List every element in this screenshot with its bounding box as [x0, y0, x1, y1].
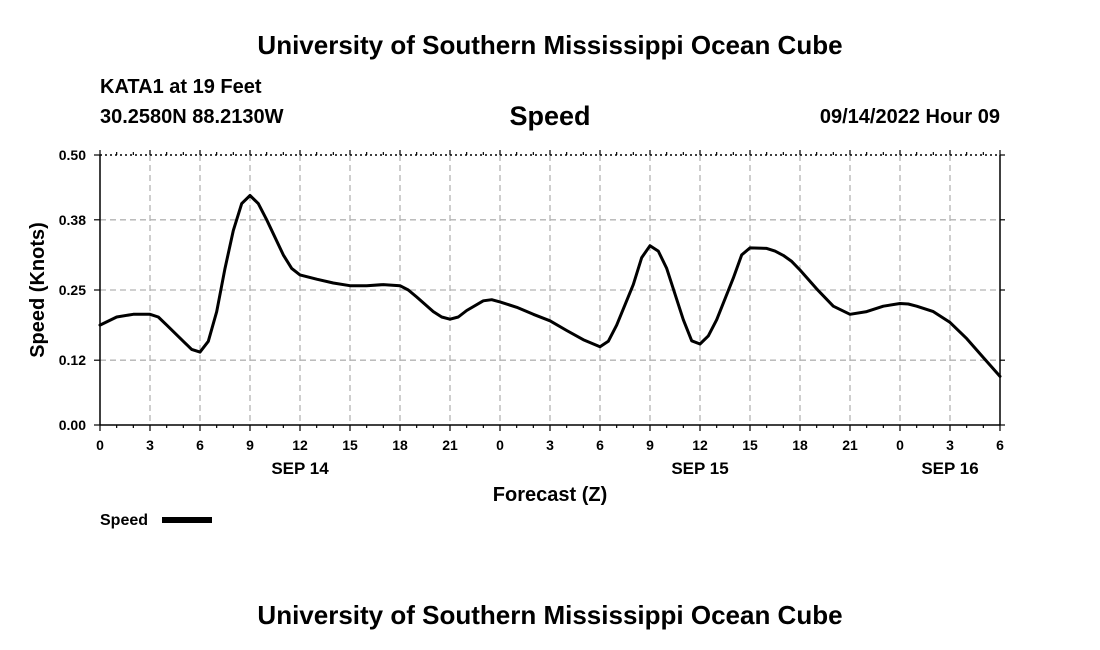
x-tick-label: 18: [792, 437, 808, 453]
x-tick-label: 6: [596, 437, 604, 453]
x-tick-label: 3: [546, 437, 554, 453]
x-tick-label: 3: [946, 437, 954, 453]
legend-label: Speed: [100, 512, 148, 529]
y-tick-label: 0.25: [59, 282, 86, 298]
x-tick-label: 15: [742, 437, 758, 453]
forecast-datetime: 09/14/2022 Hour 09: [819, 106, 1000, 128]
date-label: SEP 16: [921, 459, 978, 478]
x-axis-title: Forecast (Z): [493, 484, 607, 506]
y-tick-label: 0.38: [59, 212, 86, 228]
x-tick-label: 9: [246, 437, 254, 453]
x-tick-label: 0: [496, 437, 504, 453]
date-label: SEP 15: [671, 459, 728, 478]
y-tick-label: 0.00: [59, 417, 86, 433]
y-tick-label: 0.12: [59, 352, 86, 368]
x-tick-label: 21: [842, 437, 858, 453]
x-tick-label: 0: [896, 437, 904, 453]
chart-title: Speed: [509, 101, 591, 131]
x-tick-label: 12: [692, 437, 708, 453]
x-tick-label: 12: [292, 437, 308, 453]
x-tick-label: 15: [342, 437, 358, 453]
station-label: KATA1 at 19 Feet: [100, 76, 262, 98]
y-tick-label: 0.50: [59, 147, 86, 163]
x-tick-label: 3: [146, 437, 154, 453]
x-tick-label: 6: [996, 437, 1004, 453]
x-tick-label: 9: [646, 437, 654, 453]
x-tick-label: 6: [196, 437, 204, 453]
x-tick-label: 21: [442, 437, 458, 453]
x-tick-label: 18: [392, 437, 408, 453]
coordinates-label: 30.2580N 88.2130W: [100, 106, 284, 128]
y-axis-title: Speed (Knots): [27, 222, 49, 358]
page-title: University of Southern Mississippi Ocean…: [257, 30, 843, 60]
x-tick-label: 0: [96, 437, 104, 453]
footer-title: University of Southern Mississippi Ocean…: [257, 600, 843, 630]
speed-series-line: [98, 194, 1002, 378]
date-label: SEP 14: [271, 459, 329, 478]
